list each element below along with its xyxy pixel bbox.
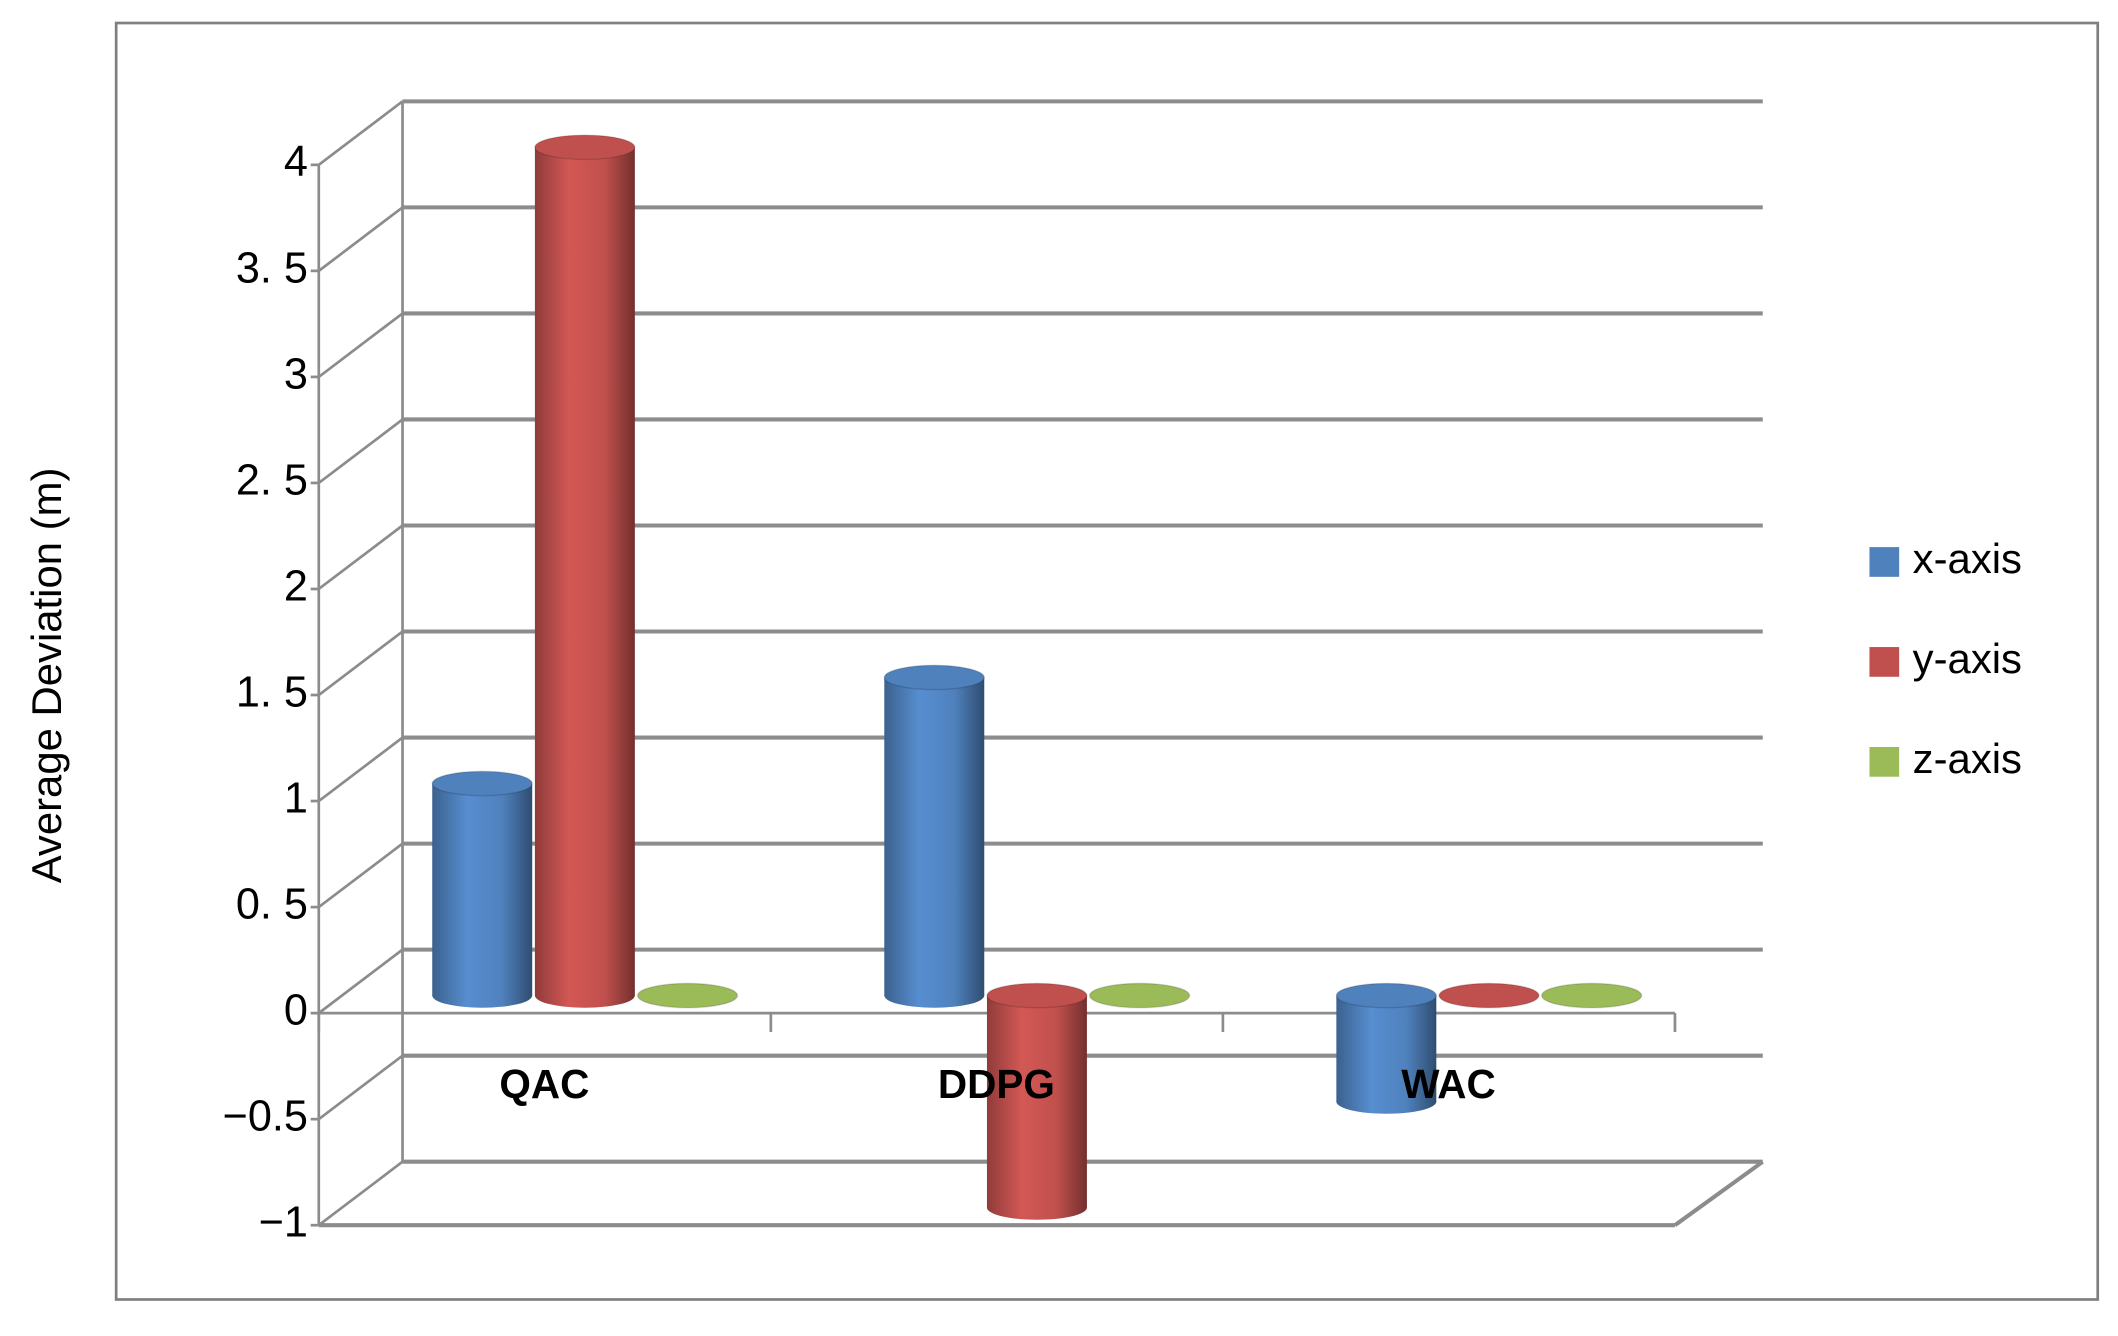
bar-top bbox=[883, 664, 985, 691]
grid-line-side bbox=[317, 524, 404, 591]
bar bbox=[884, 677, 985, 996]
floor-right bbox=[1673, 1160, 1764, 1227]
bar-top bbox=[534, 134, 636, 161]
bar bbox=[534, 147, 635, 996]
y-tick-label: 2. 5 bbox=[236, 456, 308, 504]
x-tick-label: WAC bbox=[1401, 1061, 1496, 1107]
legend-swatch bbox=[1869, 747, 1900, 777]
grid-line-side bbox=[317, 312, 404, 378]
bar-top bbox=[1088, 982, 1191, 1009]
bar-top bbox=[431, 770, 533, 797]
y-tick-label: 4 bbox=[284, 138, 308, 186]
bar bbox=[432, 783, 533, 996]
y-tick-label: 0. 5 bbox=[236, 881, 308, 929]
x-tick-label: QAC bbox=[499, 1061, 589, 1107]
grid-line-side bbox=[317, 842, 404, 909]
grid-line-side bbox=[317, 1160, 404, 1227]
y-tick-label: −0.5 bbox=[223, 1093, 308, 1141]
bar-top bbox=[1335, 982, 1437, 1009]
grid-line-side bbox=[317, 736, 404, 803]
grid-line-side bbox=[317, 1054, 404, 1121]
x-tick-label: DDPG bbox=[938, 1061, 1055, 1107]
y-axis-title: Average Deviation (m) bbox=[23, 468, 70, 884]
grid-line-side bbox=[317, 948, 404, 1015]
y-tick-label: 3 bbox=[284, 350, 308, 398]
bar bbox=[986, 995, 1087, 1208]
y-tick-label: 3. 5 bbox=[236, 244, 308, 292]
legend-label: x-axis bbox=[1913, 535, 2022, 582]
bar-top bbox=[1540, 982, 1643, 1009]
bar bbox=[1336, 995, 1437, 1102]
grid-line-side bbox=[317, 100, 404, 166]
bar-top bbox=[1438, 982, 1540, 1009]
legend-label: z-axis bbox=[1913, 735, 2022, 782]
bar-top bbox=[986, 982, 1088, 1009]
y-tick-label: −1 bbox=[259, 1199, 308, 1247]
legend-swatch bbox=[1869, 547, 1900, 577]
y-tick-label: 0 bbox=[284, 987, 308, 1035]
y-tick-label: 1. 5 bbox=[236, 668, 308, 716]
bar-top bbox=[636, 982, 739, 1009]
legend-swatch bbox=[1869, 647, 1900, 677]
grid-line-side bbox=[317, 418, 404, 485]
y-tick-label: 2 bbox=[284, 562, 308, 610]
grid-line-side bbox=[317, 630, 404, 697]
legend-label: y-axis bbox=[1913, 635, 2022, 682]
grid-line-side bbox=[317, 206, 404, 272]
y-tick-label: 1 bbox=[284, 774, 308, 822]
chart-border bbox=[114, 21, 2100, 1301]
